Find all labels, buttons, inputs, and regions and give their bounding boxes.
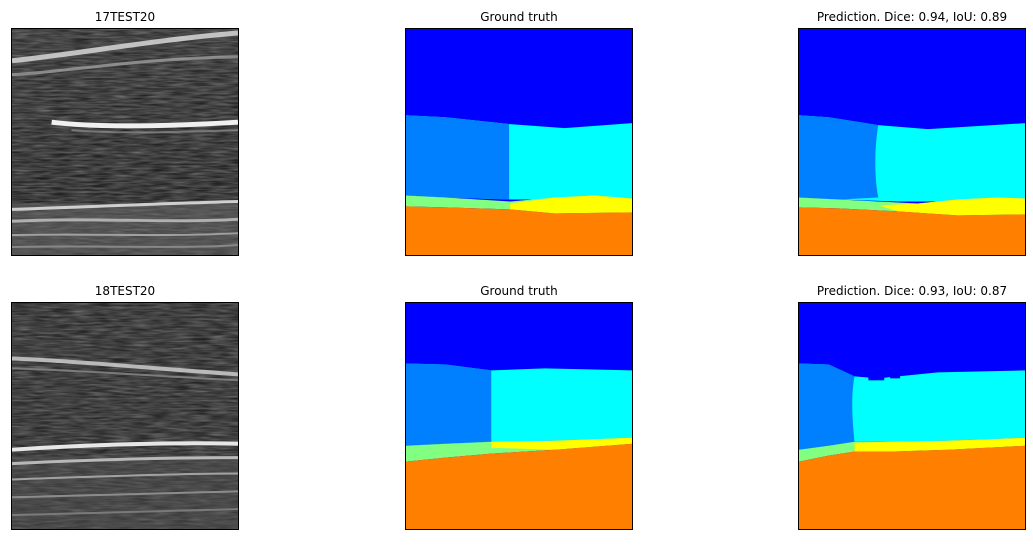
mask-region-yellow <box>878 197 1025 216</box>
mask-region-azure <box>799 363 855 450</box>
prediction-mask-row2 <box>798 302 1026 530</box>
prediction-title-row2: Prediction. Dice: 0.93, IoU: 0.87 <box>816 284 1008 298</box>
mask-region-orange <box>406 206 632 255</box>
ultrasound-image-row1 <box>11 28 239 256</box>
prediction-mask-row1 <box>798 28 1026 256</box>
mask-region-orange <box>799 445 1025 529</box>
mask-region-azure <box>406 363 492 446</box>
mask-region-orange <box>799 207 1025 255</box>
ground-truth-mask-row2 <box>405 302 633 530</box>
mask-region-cyan <box>799 363 1025 450</box>
ground-truth-title-row2: Ground truth <box>480 284 558 298</box>
prediction-title-row1: Prediction. Dice: 0.94, IoU: 0.89 <box>816 10 1008 24</box>
ultrasound-title-row2: 18TEST20 <box>94 284 156 298</box>
mask-region-blue-speck <box>890 374 901 379</box>
ultrasound-title-row1: 17TEST20 <box>94 10 156 24</box>
ground-truth-mask-row1 <box>405 28 633 256</box>
mask-region-yellow <box>854 437 1025 452</box>
mask-region-yellow <box>491 437 632 450</box>
mask-region-blue-speck <box>868 376 885 381</box>
mask-region-yellow <box>510 195 632 214</box>
ground-truth-title-row1: Ground truth <box>480 10 558 24</box>
ultrasound-image-row2 <box>11 302 239 530</box>
mask-region-azure <box>406 115 510 200</box>
mask-region-orange <box>406 443 632 529</box>
mask-region-azure <box>799 115 879 200</box>
